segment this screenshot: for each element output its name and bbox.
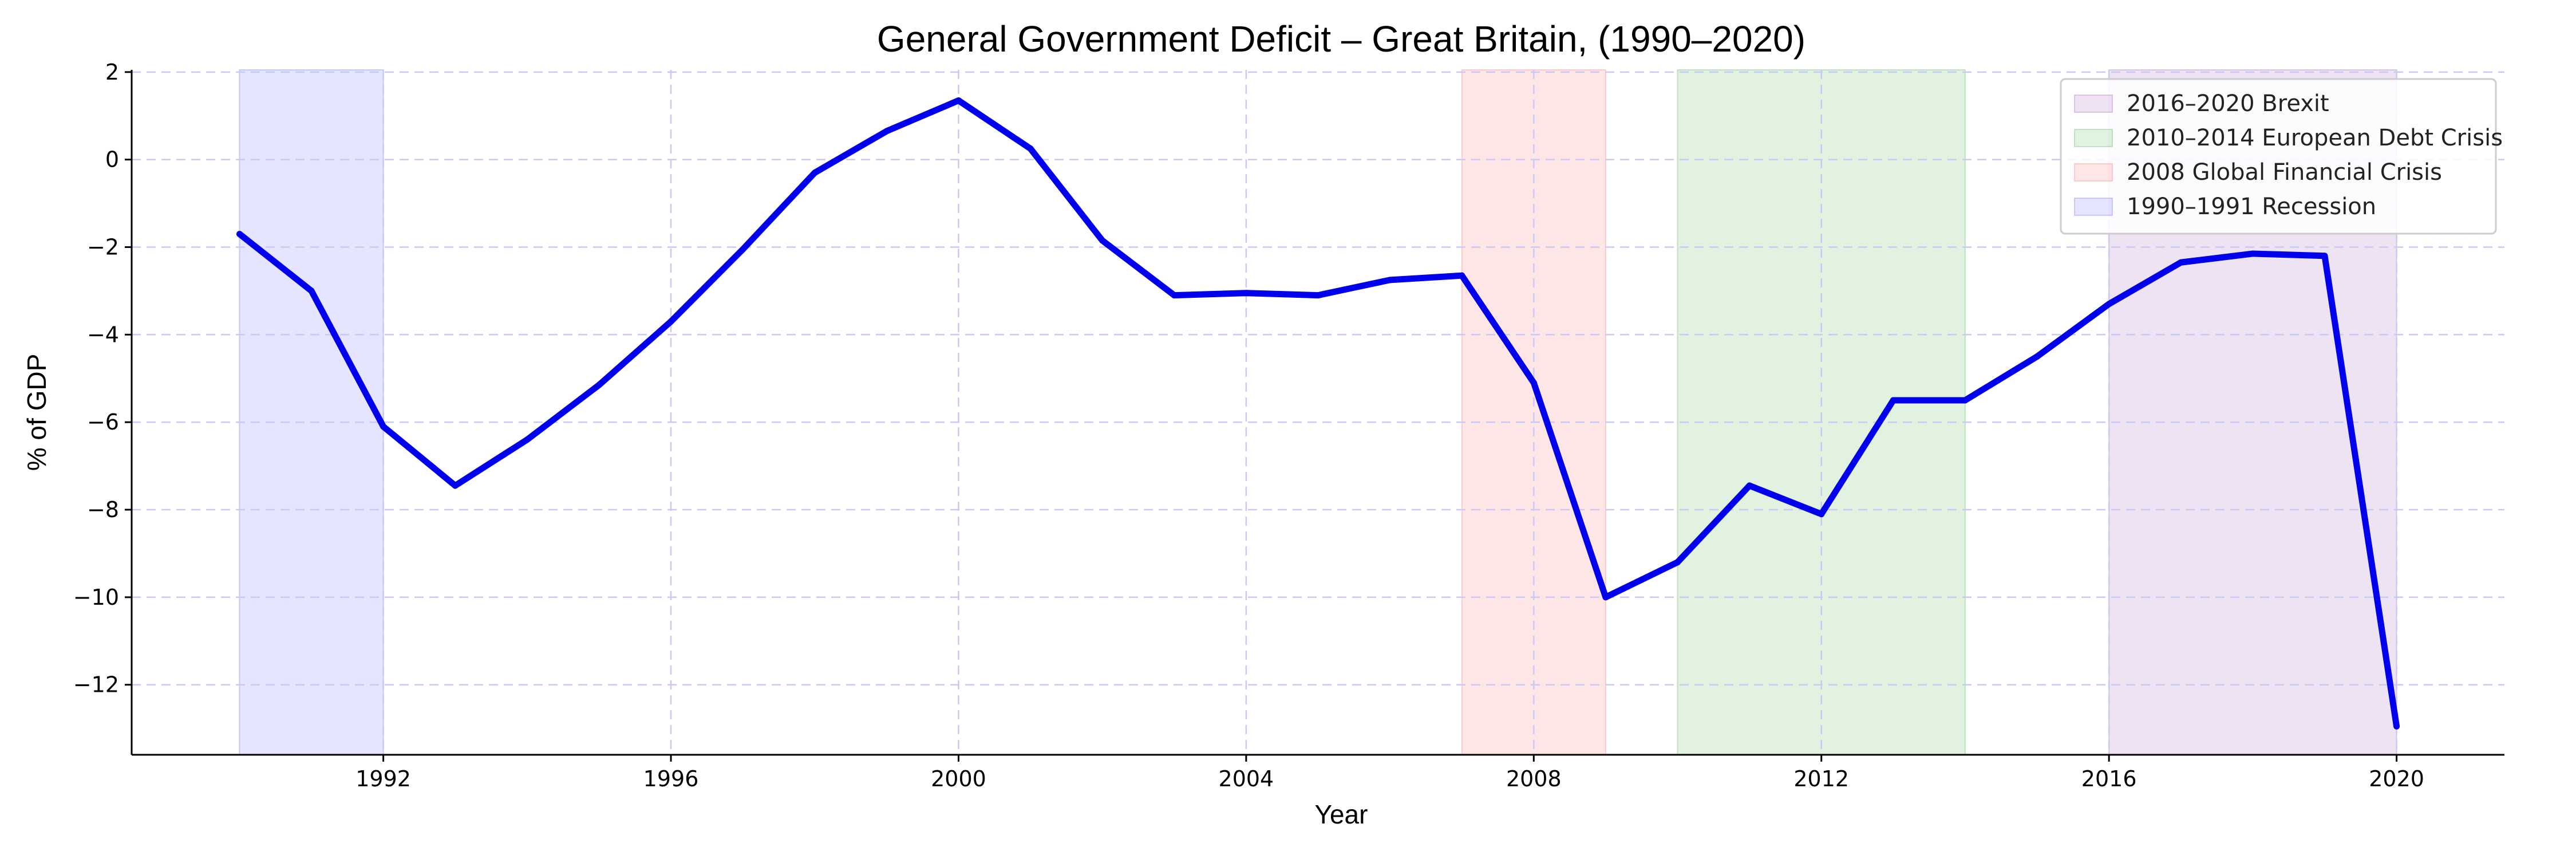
legend-swatch	[2074, 198, 2113, 216]
data-point	[1315, 292, 1321, 299]
x-tick-label: 2004	[1219, 766, 1274, 791]
data-point	[1746, 482, 1753, 489]
data-point	[1459, 272, 1465, 279]
legend-label: 2016–2020 Brexit	[2127, 90, 2329, 117]
ticks: 1992 1996 2000 2004 2008 2012 2016 202020−2−4−6…	[73, 60, 2424, 791]
legend: 2016–2020 Brexit 2010–2014 European Debt …	[2060, 78, 2503, 235]
data-point	[1602, 594, 1609, 601]
data-point	[1171, 292, 1178, 299]
data-point	[1027, 145, 1034, 152]
data-point	[308, 287, 315, 294]
y-axis-label: % of GDP	[22, 354, 52, 471]
data-point	[2249, 250, 2256, 257]
legend-box	[2060, 78, 2497, 235]
shaded-period-3	[239, 69, 384, 755]
y-tick-label: −8	[87, 497, 119, 522]
x-tick-label: 2020	[2369, 766, 2424, 791]
legend-label: 2010–2014 European Debt Crisis	[2127, 125, 2503, 151]
x-tick-label: 2008	[1506, 766, 1562, 791]
y-tick-label: −6	[87, 409, 119, 435]
data-point	[452, 482, 459, 489]
x-tick-label: 2016	[2081, 766, 2137, 791]
data-point	[955, 97, 962, 104]
data-point	[883, 128, 890, 135]
y-tick-label: −4	[87, 322, 119, 347]
data-point	[1818, 511, 1825, 518]
y-tick-label: 2	[105, 60, 119, 85]
data-point	[740, 246, 746, 253]
legend-swatch	[2074, 129, 2113, 147]
chart-title: General Government Deficit – Great Brita…	[877, 18, 1805, 60]
y-tick-label: −2	[87, 235, 119, 260]
data-point	[667, 318, 674, 325]
data-point	[1674, 559, 1681, 566]
y-tick-label: −10	[73, 585, 119, 610]
data-point	[236, 231, 243, 238]
y-tick-label: −12	[73, 672, 119, 698]
data-point	[811, 170, 818, 176]
data-point	[595, 381, 602, 388]
data-point	[1890, 397, 1897, 404]
x-tick-label: 2012	[1793, 766, 1849, 791]
x-tick-label: 1992	[355, 766, 411, 791]
y-tick-label: 0	[105, 147, 119, 172]
data-point	[1530, 379, 1537, 386]
legend-label: 1990–1991 Recession	[2127, 194, 2376, 220]
data-point	[2393, 723, 2400, 730]
data-point	[524, 436, 531, 443]
x-tick-label: 1996	[643, 766, 699, 791]
legend-swatch	[2074, 163, 2113, 182]
x-axis-label: Year	[1315, 799, 1368, 829]
data-point	[1243, 290, 1250, 297]
data-point	[2034, 353, 2041, 360]
data-point	[1386, 277, 1393, 283]
data-point	[380, 423, 387, 430]
x-tick-label: 2000	[931, 766, 986, 791]
grid	[132, 70, 2504, 755]
data-point	[1962, 397, 1969, 404]
legend-label: 2008 Global Financial Crisis	[2127, 159, 2442, 186]
data-point	[2321, 253, 2328, 259]
series-layer	[236, 97, 2400, 730]
data-point	[1099, 237, 1106, 244]
data-point	[2105, 301, 2112, 308]
legend-swatch	[2074, 94, 2113, 113]
data-point	[2178, 259, 2184, 266]
